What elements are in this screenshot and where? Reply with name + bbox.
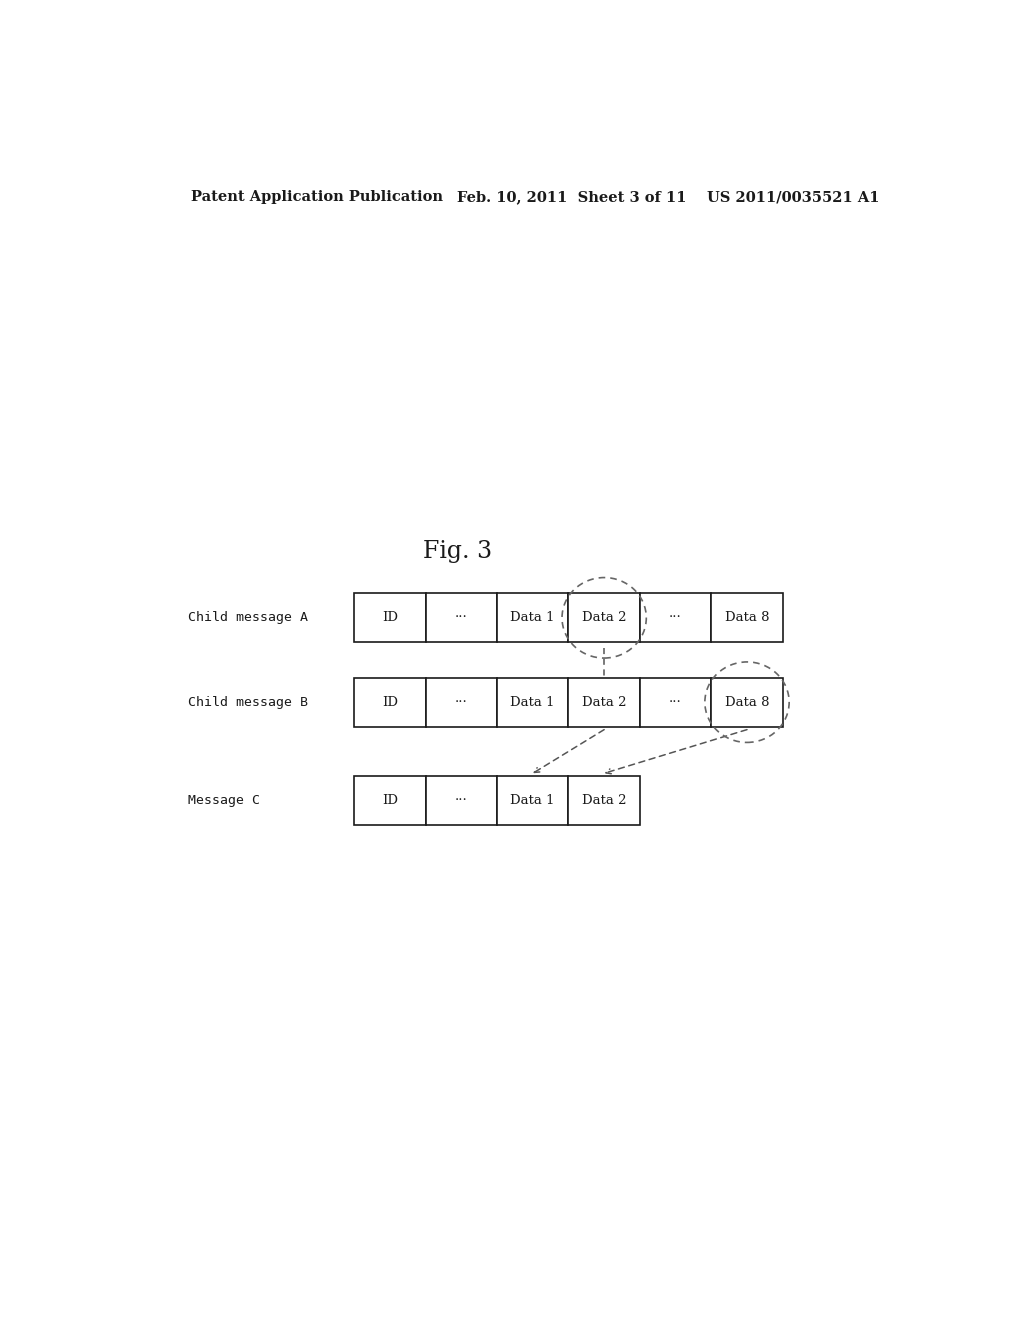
Text: Child message A: Child message A xyxy=(187,611,307,624)
Bar xyxy=(568,776,640,825)
Text: Message C: Message C xyxy=(187,795,259,808)
Text: ID: ID xyxy=(382,611,398,624)
Bar xyxy=(426,594,497,643)
Bar xyxy=(568,594,640,643)
Text: Data 8: Data 8 xyxy=(725,611,769,624)
Text: ···: ··· xyxy=(455,696,468,709)
Bar xyxy=(568,677,640,726)
Text: Fig. 3: Fig. 3 xyxy=(423,540,492,564)
Text: ···: ··· xyxy=(455,795,468,808)
Text: ID: ID xyxy=(382,696,398,709)
Bar xyxy=(640,594,712,643)
Bar xyxy=(354,677,426,726)
Text: Feb. 10, 2011  Sheet 3 of 11: Feb. 10, 2011 Sheet 3 of 11 xyxy=(458,190,687,205)
Bar xyxy=(640,677,712,726)
Text: Data 1: Data 1 xyxy=(511,795,555,808)
Text: Child message B: Child message B xyxy=(187,696,307,709)
Text: ···: ··· xyxy=(670,611,682,624)
Bar xyxy=(497,594,568,643)
Bar xyxy=(712,677,782,726)
Text: Patent Application Publication: Patent Application Publication xyxy=(191,190,443,205)
Text: US 2011/0035521 A1: US 2011/0035521 A1 xyxy=(708,190,880,205)
Text: Data 2: Data 2 xyxy=(582,611,627,624)
Bar xyxy=(426,776,497,825)
Text: Data 1: Data 1 xyxy=(511,611,555,624)
Bar xyxy=(712,594,782,643)
Text: Data 8: Data 8 xyxy=(725,696,769,709)
Text: ID: ID xyxy=(382,795,398,808)
Bar xyxy=(497,677,568,726)
Text: ···: ··· xyxy=(670,696,682,709)
Bar xyxy=(497,776,568,825)
Bar xyxy=(354,594,426,643)
Text: Data 2: Data 2 xyxy=(582,696,627,709)
Bar xyxy=(426,677,497,726)
Bar xyxy=(354,776,426,825)
Text: Data 2: Data 2 xyxy=(582,795,627,808)
Text: Data 1: Data 1 xyxy=(511,696,555,709)
Text: ···: ··· xyxy=(455,611,468,624)
